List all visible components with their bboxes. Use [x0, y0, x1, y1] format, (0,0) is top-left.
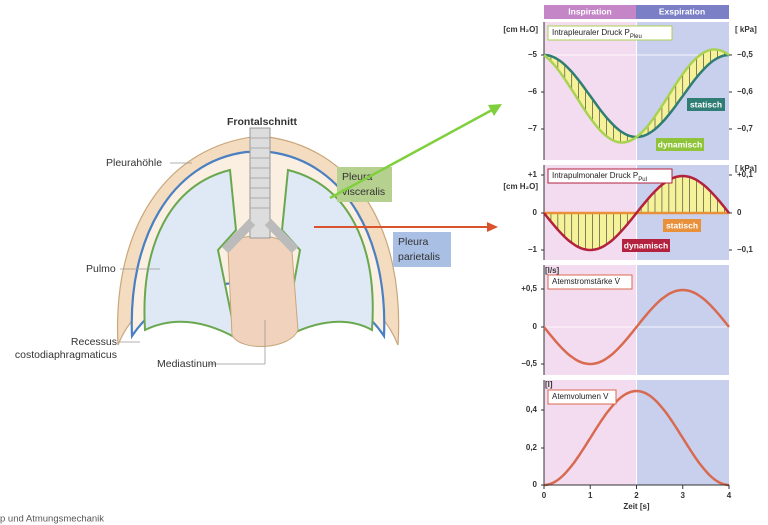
red-arrowhead	[487, 222, 498, 232]
visceralis-box	[337, 167, 392, 202]
curve	[543, 389, 730, 487]
label: costodiaphragmaticus	[15, 349, 117, 361]
panel-title-box	[547, 168, 673, 184]
green-arrowhead	[488, 104, 502, 116]
y2-tick-label: −0,5	[737, 50, 753, 59]
footer: p und Atmungsmechanik	[0, 514, 104, 525]
x-tick-label: 3	[681, 491, 686, 500]
parietalis-box	[393, 232, 451, 267]
panel-title: Intrapleuraler Druck PPleu	[552, 28, 642, 39]
x-axis-label: Zeit [s]	[623, 502, 650, 511]
diagram-title: Frontalschnitt	[227, 116, 298, 128]
panel-title-box	[547, 389, 617, 405]
y-tick-label: 0	[533, 208, 538, 217]
x-tick-label: 1	[588, 491, 593, 500]
tag-box	[687, 98, 725, 111]
y-tick-label: +0,5	[521, 284, 537, 293]
left-lung	[143, 168, 238, 340]
lung-diagram: Frontalschnitt Pleurahöhle Pulmo Recessu…	[0, 104, 502, 525]
label: visceralis	[342, 186, 385, 198]
panel-title-text: Intrapulmonaler Druck P	[552, 171, 638, 180]
y-tick-label: −1	[528, 245, 538, 254]
panel-title-sub: Pleu	[630, 34, 642, 40]
panel-title-text: Intrapleuraler Druck P	[552, 28, 630, 37]
tag: dynamisch	[624, 240, 668, 250]
y-tick-label: +1	[528, 170, 538, 179]
y-tick-label: −6	[528, 87, 538, 96]
panel-title: Atemvolumen V	[552, 392, 609, 401]
trachea-rings	[250, 137, 270, 209]
tag-box	[656, 138, 704, 151]
leader-lines	[120, 162, 266, 365]
unit: [ kPa]	[735, 25, 757, 34]
y-tick-label: −0,5	[521, 359, 537, 368]
phase-label: Exspiration	[659, 6, 705, 16]
y2-tick-label: −0,6	[737, 87, 753, 96]
label: Recessus	[71, 336, 117, 348]
phase-bg	[636, 265, 729, 375]
curve	[543, 174, 730, 252]
panel-title-sub: Pul	[638, 177, 647, 183]
label: Pulmo	[86, 263, 116, 275]
y2-tick-label: +0,1	[737, 170, 753, 179]
curve	[543, 48, 730, 144]
y-tick-label: −5	[528, 50, 538, 59]
y2-tick-label: 0	[737, 208, 742, 217]
phase-label: Inspiration	[568, 6, 611, 16]
unit: [cm H₂O]	[503, 182, 538, 191]
unit: [ kPa]	[735, 164, 757, 173]
x-tick-label: 4	[727, 491, 732, 500]
mediastinum-shape	[227, 235, 299, 347]
unit: [l/s]	[545, 266, 560, 275]
y-tick-label: 0	[533, 322, 538, 331]
label: Pleurahöhle	[106, 157, 162, 169]
panel-title-text: Atemvolumen V	[552, 392, 609, 401]
y-tick-label: 0,4	[526, 405, 538, 414]
panel-title-box	[547, 274, 633, 290]
tag: statisch	[690, 99, 722, 109]
charts: Inspiration Exspiration −5 −6 −7 −0,5 −0,6 −0…	[503, 5, 757, 511]
curve	[543, 288, 730, 366]
tag: dynamisch	[658, 139, 702, 149]
panel-title: Intrapulmonaler Druck PPul	[552, 171, 647, 182]
label: parietalis	[398, 251, 440, 263]
unit: [l]	[545, 380, 553, 389]
phase-header	[544, 5, 636, 19]
green-arrow	[329, 108, 493, 200]
right-lung	[280, 168, 374, 340]
tag: statisch	[666, 220, 698, 230]
y-tick-label: 0,2	[526, 443, 538, 452]
panel-title: Atemstromstärke V̇	[552, 277, 621, 286]
tag-box	[622, 239, 670, 252]
x-tick-label: 0	[542, 491, 547, 500]
panel-title-box	[547, 25, 673, 41]
phase-header	[636, 5, 729, 19]
unit: [cm H₂O]	[503, 25, 538, 34]
y-tick-label: 0	[533, 480, 538, 489]
y-tick-label: −7	[528, 124, 538, 133]
panel-title-text: Atemstromstärke V̇	[552, 277, 621, 286]
tag-box	[663, 219, 701, 232]
y2-tick-label: −0,1	[737, 245, 753, 254]
trachea	[249, 127, 271, 239]
label: Pleura	[398, 236, 429, 248]
label: Mediastinum	[157, 358, 217, 370]
bronchi	[221, 218, 299, 254]
x-tick-label: 2	[634, 491, 639, 500]
y2-tick-label: −0,7	[737, 124, 753, 133]
